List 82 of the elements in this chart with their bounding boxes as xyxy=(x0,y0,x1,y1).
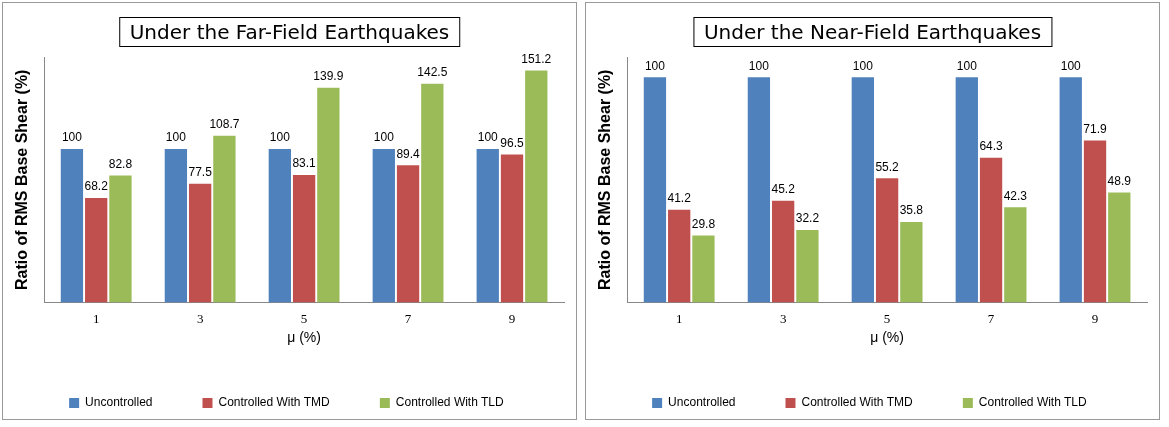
data-label: 151.2 xyxy=(521,51,552,66)
data-label: 100 xyxy=(269,130,291,145)
data-label: 71.9 xyxy=(1083,121,1108,136)
bar xyxy=(979,157,1003,303)
data-label: 42.3 xyxy=(1003,188,1028,203)
data-label: 100 xyxy=(956,58,978,73)
bar xyxy=(771,200,795,303)
legend-label: Controlled With TMD xyxy=(218,395,330,410)
chart-title: Under the Near-Field Earthquakes xyxy=(692,17,1053,47)
legend-label: Uncontrolled xyxy=(668,395,736,410)
bar xyxy=(372,149,395,303)
bar xyxy=(643,77,667,303)
data-label: 100 xyxy=(61,130,83,145)
bar xyxy=(421,83,444,303)
x-tick-label: 9 xyxy=(508,310,516,326)
x-tick-label: 5 xyxy=(300,310,308,326)
x-axis-title: μ (%) xyxy=(287,329,321,346)
x-tick-label: 3 xyxy=(779,310,787,326)
bar xyxy=(109,175,132,303)
x-tick-label: 1 xyxy=(92,310,100,326)
data-label: 35.8 xyxy=(899,203,924,218)
data-label: 82.8 xyxy=(108,156,133,171)
data-label: 41.2 xyxy=(667,191,692,206)
bar xyxy=(60,149,84,303)
legend-label: Uncontrolled xyxy=(85,395,153,410)
bar xyxy=(85,197,108,303)
bar xyxy=(875,178,899,303)
x-tick-label: 3 xyxy=(196,310,204,326)
data-label: 64.3 xyxy=(979,139,1004,154)
bar xyxy=(396,165,420,303)
data-label: 45.2 xyxy=(771,182,796,197)
bar xyxy=(1004,207,1027,303)
bar xyxy=(525,70,548,303)
data-label: 100 xyxy=(748,58,770,73)
data-label: 100 xyxy=(852,58,874,73)
bar xyxy=(1059,77,1082,303)
data-label: 100 xyxy=(644,58,666,73)
bar xyxy=(500,154,524,303)
bar xyxy=(292,175,316,303)
bar xyxy=(851,77,874,303)
chart-title: Under the Far-Field Earthquakes xyxy=(118,17,461,47)
data-label: 142.5 xyxy=(417,65,448,80)
data-label: 100 xyxy=(373,130,395,145)
data-label: 100 xyxy=(165,130,187,145)
data-label: 29.8 xyxy=(691,216,716,231)
bar xyxy=(900,221,923,303)
bar xyxy=(796,230,819,303)
x-tick-label: 1 xyxy=(675,310,683,326)
data-label: 100 xyxy=(1060,58,1082,73)
data-label: 89.4 xyxy=(396,146,421,161)
bar xyxy=(955,77,978,303)
data-label: 100 xyxy=(477,130,499,145)
data-label: 68.2 xyxy=(84,179,109,194)
x-tick-label: 5 xyxy=(883,310,891,326)
x-tick-label: 7 xyxy=(987,310,995,326)
data-label: 83.1 xyxy=(292,156,317,171)
data-label: 55.2 xyxy=(875,159,900,174)
x-tick-label: 9 xyxy=(1091,310,1099,326)
legend-label: Controlled With TLD xyxy=(978,395,1087,410)
bar xyxy=(476,149,499,303)
data-label: 77.5 xyxy=(188,164,213,179)
x-axis-title: μ (%) xyxy=(870,329,904,346)
legend-label: Controlled With TMD xyxy=(801,395,913,410)
bar xyxy=(1083,140,1107,303)
bar xyxy=(164,149,188,303)
bar xyxy=(747,77,771,303)
bar xyxy=(188,183,212,303)
x-tick-label: 7 xyxy=(404,310,412,326)
data-label: 48.9 xyxy=(1107,173,1132,188)
data-label: 139.9 xyxy=(313,69,344,84)
y-axis-title: Ratio of RMS Base Shear (%) xyxy=(596,69,614,291)
bar xyxy=(213,135,236,303)
bar xyxy=(692,235,715,303)
bar xyxy=(668,209,691,303)
bar xyxy=(268,149,291,303)
data-label: 108.7 xyxy=(209,117,240,132)
bar xyxy=(317,87,340,303)
bar xyxy=(1108,192,1131,303)
y-axis-title: Ratio of RMS Base Shear (%) xyxy=(13,69,31,291)
data-label: 96.5 xyxy=(500,135,525,150)
data-label: 32.2 xyxy=(795,211,820,226)
legend-label: Controlled With TLD xyxy=(395,395,504,410)
